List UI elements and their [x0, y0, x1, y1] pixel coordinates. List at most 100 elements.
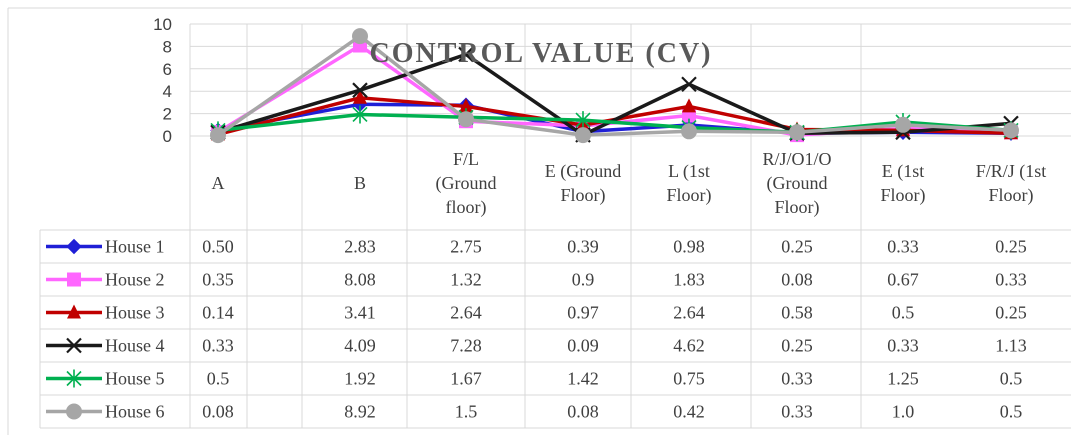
data-table-cell: 0.5	[892, 303, 915, 323]
y-tick-label: 6	[163, 60, 172, 79]
legend-label: House 3	[105, 303, 165, 323]
data-point	[67, 272, 81, 287]
data-table-cell: 7.28	[450, 336, 482, 356]
data-table-cell: 1.25	[887, 369, 919, 389]
legend-label: House 5	[105, 369, 165, 389]
x-category-label: B	[354, 173, 366, 193]
data-table-cell: 2.64	[450, 303, 482, 323]
data-table-cell: 0.35	[202, 270, 234, 290]
data-table-cell: 4.62	[673, 336, 705, 356]
data-table-cell: 0.25	[995, 237, 1027, 257]
data-table-cell: 0.5	[1000, 369, 1023, 389]
data-point	[352, 105, 368, 124]
x-category-label: L (1st	[668, 161, 710, 182]
data-table-cell: 0.33	[781, 369, 813, 389]
data-table-cell: 0.67	[887, 270, 919, 290]
data-table-cell: 8.92	[344, 402, 376, 422]
y-tick-label: 8	[163, 37, 172, 56]
data-table-cell: 1.5	[455, 402, 478, 422]
data-table-cell: 0.33	[781, 402, 813, 422]
data-point	[458, 111, 474, 128]
data-table-cell: 1.92	[344, 369, 376, 389]
data-point	[681, 123, 697, 140]
data-table: A B F/L (Ground floor) E (Ground Floor) L (1st F…	[39, 149, 1071, 429]
data-point	[575, 111, 591, 130]
data-table-cell: 2.75	[450, 237, 482, 257]
data-point	[575, 127, 591, 144]
data-table-cell: 2.83	[344, 237, 376, 257]
x-category-label: (Ground	[767, 173, 828, 194]
data-table-cell: 0.25	[995, 303, 1027, 323]
x-category-label: F/L	[453, 149, 479, 169]
data-table-cell: 0.58	[781, 303, 813, 323]
series-line	[217, 112, 1012, 135]
x-category-label: Floor)	[881, 185, 926, 206]
data-table-cell: 0.33	[202, 336, 234, 356]
data-table-cell: 0.25	[781, 336, 813, 356]
x-category-label: R/J/O1/O	[762, 149, 831, 169]
x-category-label: (Ground	[436, 173, 497, 194]
data-table-cell: 0.14	[202, 303, 234, 323]
data-point	[210, 127, 226, 144]
data-point	[66, 238, 82, 255]
y-axis-ticks: 0 2 4 6 8 10	[153, 15, 172, 146]
data-point	[1003, 122, 1019, 139]
x-category-label: Floor)	[561, 185, 606, 206]
data-table-cell: 4.09	[344, 336, 376, 356]
data-table-cell: 1.32	[450, 270, 482, 290]
data-point	[458, 46, 474, 63]
legend-label: House 6	[105, 402, 165, 422]
x-category-label: E (1st	[882, 161, 925, 182]
data-table-cell: 0.08	[202, 402, 234, 422]
y-tick-label: 10	[153, 15, 172, 34]
data-point	[895, 116, 911, 133]
data-point	[682, 98, 696, 113]
data-table-cell: 0.97	[567, 303, 599, 323]
data-table-cell: 1.83	[673, 270, 705, 290]
x-category-label: floor)	[446, 197, 487, 218]
legend-label: House 2	[105, 270, 165, 290]
data-table-cell: 0.39	[567, 237, 599, 257]
x-category-label: A	[212, 173, 225, 193]
data-table-cell: 0.50	[202, 237, 234, 257]
data-table-cell: 0.98	[673, 237, 705, 257]
data-table-cell: 0.08	[567, 402, 599, 422]
y-tick-label: 4	[163, 82, 172, 101]
y-tick-label: 0	[163, 127, 172, 146]
series-layer	[210, 28, 1019, 144]
data-table-cell: 0.25	[781, 237, 813, 257]
data-table-cell: 3.41	[344, 303, 376, 323]
series-line	[216, 34, 1012, 137]
grid-layer	[7, 7, 1071, 435]
data-table-cell: 1.0	[892, 402, 915, 422]
data-point	[459, 98, 473, 113]
chart-title: CONTROL VALUE (CV)	[369, 38, 712, 69]
data-point	[67, 304, 81, 319]
data-point	[789, 124, 805, 141]
data-point	[66, 403, 82, 420]
data-table-cell: 0.5	[1000, 402, 1023, 422]
y-tick-label: 2	[163, 105, 172, 124]
x-category-label: Floor)	[989, 185, 1034, 206]
legend-label: House 4	[105, 336, 165, 356]
data-table-cell: 8.08	[344, 270, 376, 290]
data-table-cell: 2.64	[673, 303, 705, 323]
legend-label: House 1	[105, 237, 165, 257]
data-table-cell: 0.75	[673, 369, 705, 389]
data-table-cell: 1.67	[450, 369, 482, 389]
data-table-cell: 1.42	[567, 369, 599, 389]
data-point	[353, 89, 367, 104]
data-point	[66, 337, 82, 354]
data-table-cell: 0.42	[673, 402, 705, 422]
x-category-label: E (Ground	[545, 161, 621, 182]
data-point	[352, 82, 368, 98]
data-table-cell: 0.5	[207, 369, 230, 389]
x-category-label: Floor)	[775, 197, 820, 218]
data-table-cell: 0.09	[567, 336, 599, 356]
data-table-cell: 0.33	[995, 270, 1027, 290]
data-point	[681, 76, 697, 93]
x-category-label: F/R/J (1st	[976, 161, 1047, 182]
x-category-label: Floor)	[667, 185, 712, 206]
